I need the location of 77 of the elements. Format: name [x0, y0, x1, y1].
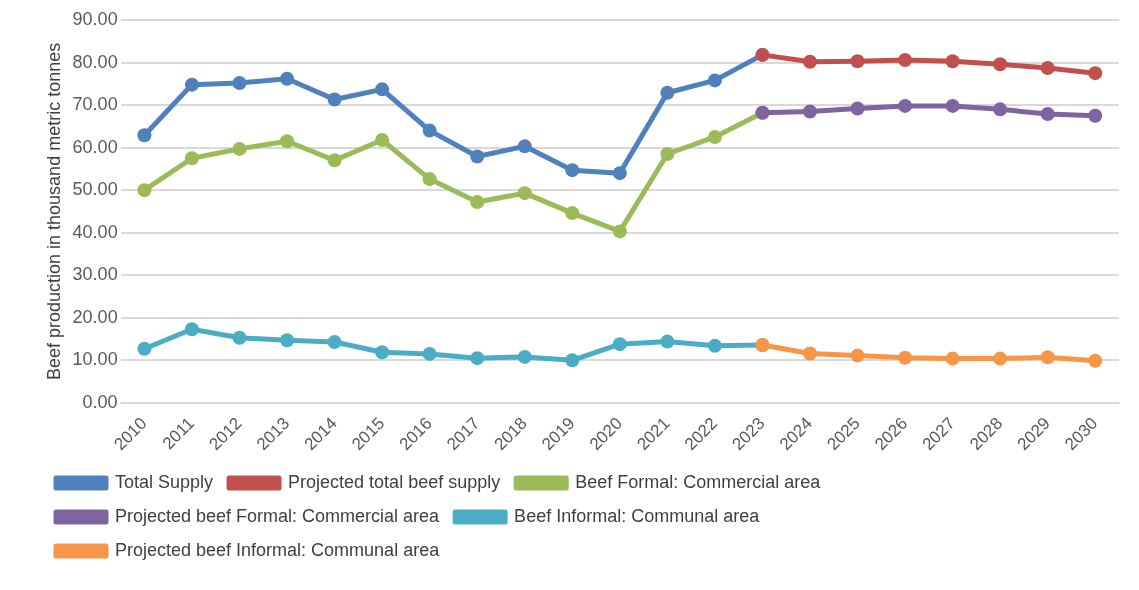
point	[1040, 61, 1055, 76]
y-tick-label: 40.00	[72, 221, 118, 242]
y-tick-label: 10.00	[72, 349, 118, 370]
y-tick-label: 70.00	[72, 94, 118, 115]
point	[945, 54, 960, 69]
point	[612, 166, 627, 181]
point	[184, 322, 199, 337]
point	[565, 206, 580, 221]
point	[422, 172, 437, 187]
point	[184, 77, 199, 92]
point	[1088, 353, 1103, 368]
y-tick-label: 20.00	[72, 306, 118, 327]
point	[184, 151, 199, 166]
y-tick-label: 60.00	[72, 136, 118, 157]
point	[945, 351, 960, 366]
point	[517, 139, 532, 154]
point	[993, 351, 1008, 366]
legend-label: Projected beef Formal: Commercial area	[115, 505, 441, 526]
legend-label: Total Supply	[115, 471, 214, 492]
point	[327, 153, 342, 168]
point	[1040, 350, 1055, 365]
point	[137, 128, 152, 143]
point	[517, 186, 532, 201]
point	[1040, 107, 1055, 122]
point	[1088, 108, 1103, 123]
y-axis-title: Beef production in thousand metric tonnes	[43, 42, 64, 381]
point	[707, 129, 722, 144]
point	[375, 82, 390, 97]
y-tick-label: 50.00	[72, 179, 118, 200]
legend-label: Projected beef Informal: Communal area	[115, 539, 441, 560]
point	[802, 54, 817, 69]
point	[898, 98, 913, 113]
point	[1088, 66, 1103, 81]
point	[850, 348, 865, 363]
point	[660, 146, 675, 161]
point	[850, 54, 865, 69]
point	[327, 92, 342, 107]
point	[945, 98, 960, 113]
point	[660, 334, 675, 349]
point	[802, 104, 817, 119]
point	[422, 123, 437, 138]
point	[612, 224, 627, 239]
point	[232, 330, 247, 345]
point	[517, 349, 532, 364]
point	[280, 71, 295, 86]
point	[232, 141, 247, 156]
point	[565, 353, 580, 368]
point	[660, 85, 675, 100]
point	[993, 57, 1008, 72]
point	[327, 335, 342, 350]
legend-label: Beef Formal: Commercial area	[575, 471, 822, 492]
point	[898, 52, 913, 67]
point	[850, 101, 865, 116]
point	[993, 102, 1008, 117]
point	[470, 195, 485, 210]
point	[898, 350, 913, 365]
legend-label: Beef Informal: Communal area	[514, 505, 761, 526]
point	[280, 134, 295, 149]
point	[232, 75, 247, 90]
legend-label: Projected total beef supply	[288, 471, 501, 492]
y-tick-label: 90.00	[72, 8, 118, 29]
y-tick-label: 30.00	[72, 264, 118, 285]
y-tick-label: 0.00	[82, 391, 118, 412]
point	[375, 132, 390, 147]
point	[137, 341, 152, 356]
point	[565, 163, 580, 178]
point	[707, 338, 722, 353]
point	[707, 73, 722, 88]
point	[137, 183, 152, 198]
y-tick-label: 80.00	[72, 51, 118, 72]
point	[470, 351, 485, 366]
point	[280, 333, 295, 348]
point	[612, 337, 627, 352]
point	[470, 149, 485, 164]
point	[802, 346, 817, 361]
point	[375, 345, 390, 360]
point	[422, 346, 437, 361]
